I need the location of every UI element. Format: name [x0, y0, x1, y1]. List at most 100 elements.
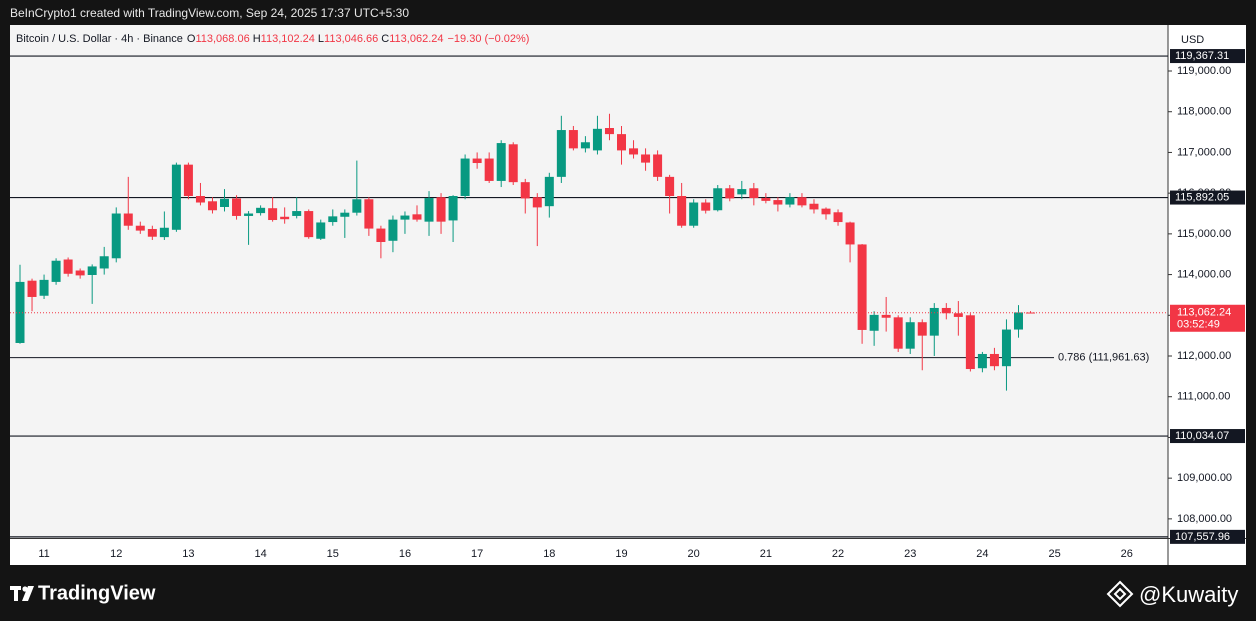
candle-body — [761, 198, 771, 201]
candle-body — [629, 148, 639, 155]
candle-body — [689, 202, 699, 226]
candle-body — [965, 315, 975, 370]
candle-body — [232, 198, 242, 216]
candle-body — [256, 207, 266, 214]
level-label-box — [1170, 429, 1245, 444]
y-tick-label: 115,000.00 — [1177, 228, 1231, 240]
y-tick-label: 119,000.00 — [1177, 65, 1231, 77]
candle-body — [881, 314, 891, 318]
ohlc-key: O — [187, 33, 196, 45]
symbol: Bitcoin / U.S. Dollar · 4h · Binance — [16, 33, 183, 45]
candle-body — [665, 176, 675, 196]
candle-body — [580, 142, 590, 149]
candle-body — [316, 222, 326, 239]
candle-body — [701, 202, 711, 211]
x-tick-label: 24 — [976, 548, 988, 560]
candle-body — [147, 228, 157, 237]
candle-body — [857, 244, 867, 330]
candle-body — [496, 143, 506, 181]
candle-body — [1013, 312, 1023, 330]
candle-body — [304, 211, 314, 238]
price-label: 113,062.24 — [1177, 307, 1231, 319]
ohlc-value: 113,046.66 — [324, 33, 378, 45]
level-label: 107,557.96 — [1175, 531, 1230, 543]
candle-body — [99, 256, 109, 269]
change: −19.30 (−0.02%) — [448, 33, 530, 45]
fib-label: 0.786 (111,961.63) — [1058, 351, 1149, 363]
candle-body — [869, 314, 879, 331]
candle-body — [677, 196, 687, 226]
x-tick-label: 18 — [543, 548, 555, 560]
countdown: 03:52:49 — [1177, 319, 1220, 331]
candle-body — [292, 211, 302, 216]
x-tick-label: 21 — [760, 548, 772, 560]
candle-body — [135, 225, 145, 231]
x-tick-label: 12 — [110, 548, 122, 560]
candle-body — [749, 188, 759, 199]
candle-body — [340, 212, 350, 217]
candle-body — [544, 176, 554, 207]
x-tick-label: 11 — [38, 548, 49, 560]
candle-body — [472, 158, 482, 164]
candle-body — [111, 213, 121, 259]
candle-body — [797, 197, 807, 206]
candle-body — [364, 199, 374, 229]
ohlc-value: 113,102.24 — [261, 33, 315, 45]
candle-body — [328, 216, 338, 223]
candle-body — [244, 213, 254, 216]
level-label: 115,892.05 — [1175, 191, 1229, 203]
candle-body — [436, 197, 446, 222]
candle-body — [604, 128, 614, 135]
x-tick-label: 13 — [182, 548, 194, 560]
candle-body — [592, 128, 602, 151]
candle-body — [905, 322, 915, 349]
x-tick-label: 16 — [399, 548, 411, 560]
candle-body — [977, 353, 987, 369]
candle-body — [448, 196, 458, 221]
level-label-box — [1170, 49, 1245, 64]
candle-body — [171, 164, 181, 230]
watermark: BeInCrypto1 created with TradingView.com… — [10, 6, 409, 20]
candle-body — [556, 130, 566, 177]
currency-label: USD — [1181, 34, 1204, 46]
price-label-box — [1170, 304, 1245, 332]
candle-body — [520, 182, 530, 199]
candle-body — [39, 279, 49, 296]
candle-body — [280, 216, 290, 220]
candle-body — [424, 198, 434, 222]
level-label: 119,367.31 — [1175, 50, 1229, 62]
author-icon — [1106, 580, 1134, 608]
ohlc-value: 113,062.24 — [389, 33, 443, 45]
x-tick-label: 26 — [1121, 548, 1133, 560]
x-tick-label: 15 — [327, 548, 339, 560]
y-tick-label: 111,000.00 — [1177, 391, 1230, 403]
candle-body — [159, 227, 169, 238]
candle-body — [183, 164, 193, 196]
x-tick-label: 20 — [688, 548, 700, 560]
tv-logo — [10, 586, 34, 601]
level-label-box — [1170, 190, 1245, 205]
y-tick-label: 117,000.00 — [1177, 146, 1231, 158]
y-tick-label: 109,000.00 — [1177, 472, 1232, 484]
level-label: 110,034.07 — [1175, 430, 1229, 442]
candle-body — [725, 188, 735, 199]
candle-body — [953, 313, 963, 317]
candle-body — [568, 130, 578, 149]
y-tick-label: 114,000.00 — [1177, 268, 1231, 280]
candle-body — [412, 214, 422, 220]
candle-body — [917, 322, 927, 336]
candle-body — [809, 203, 819, 210]
candle-body — [737, 189, 747, 195]
candle-body — [388, 219, 398, 241]
brand: TradingView — [38, 582, 156, 604]
candle-body — [87, 266, 97, 275]
candle-body — [821, 208, 831, 215]
x-tick-label: 19 — [615, 548, 627, 560]
ohlc-key: L — [318, 33, 324, 45]
ohlc-value: 113,068.06 — [195, 33, 249, 45]
candle-body — [713, 188, 723, 211]
y-tick-label: 108,000.00 — [1177, 513, 1232, 525]
x-tick-label: 17 — [471, 548, 483, 560]
candle-body — [376, 228, 386, 243]
x-tick-label: 22 — [832, 548, 844, 560]
